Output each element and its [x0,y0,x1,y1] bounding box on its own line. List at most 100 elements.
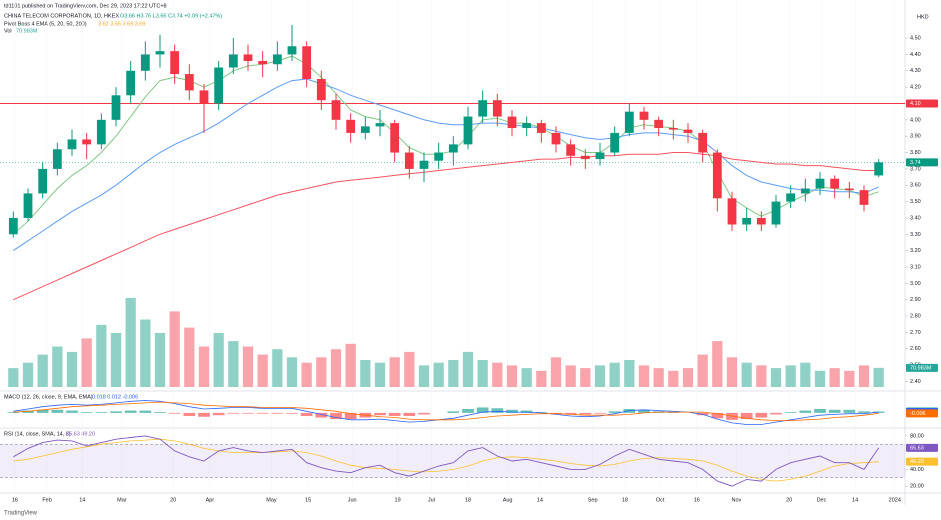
macd-histogram-bar [638,409,650,413]
macd-histogram-bar [344,412,357,420]
macd-histogram-bar [770,412,782,415]
volume-bar [316,357,327,387]
candle-body [800,188,810,194]
candle-body [302,46,312,79]
volume-tag [906,363,938,372]
candle-body [566,144,576,156]
candle-body [214,67,224,104]
volume-bar [814,370,826,387]
volume-bar [228,341,239,387]
volume-bar [726,357,738,387]
candle-body [830,178,840,189]
volume-bar [492,362,503,387]
macd-histogram-bar [22,410,34,413]
volume-bar [37,354,48,387]
volume-bar [624,360,635,387]
candle-body [258,60,268,65]
y-tick-label: 3.00 [910,281,921,287]
candle-body [8,217,18,235]
macd-histogram-bar [740,412,753,420]
volume-bar [213,333,224,387]
rsi-tag-label: 49.20 [910,459,924,465]
candle-body [228,54,238,68]
macd-histogram-bar [462,409,474,413]
y-tick-label: 3.10 [910,264,921,270]
y-tick-label: 3.80 [910,150,921,156]
volume-bar [330,349,342,387]
x-tick-label: 20 [786,497,792,503]
macd-histogram-bar [198,412,210,417]
volume-value: 70.983M [16,28,38,34]
macd-tag-label: -0.006 [910,411,926,417]
volume-bar [580,368,591,387]
x-tick-label: Sep [588,497,598,503]
macd-histogram-bar [168,412,181,414]
macd-histogram-bar [242,412,254,414]
x-tick-label: 16 [12,497,18,503]
candle-body [82,139,92,145]
y-tick-label: 3.40 [910,215,921,221]
volume-bar [374,362,386,387]
volume-bar [609,362,620,387]
volume-tag-label: 70.983M [910,365,932,371]
candle-body [492,100,502,117]
macd-histogram-bar [594,412,606,414]
volume-bar [462,351,474,387]
volume-bar [653,368,664,387]
macd-values: 0.018 0.012 -0.006 [92,394,138,400]
volume-bar [345,343,356,387]
candle-body [844,188,854,191]
x-tick-label: 20 [170,497,176,503]
macd-histogram-bar [154,412,166,413]
y-tick-label: 3.30 [910,232,921,238]
candle-body [287,46,297,55]
candle-body [170,51,180,75]
candle-body [111,95,121,120]
volume-bar [360,360,371,387]
y-tick-label: 3.90 [910,134,921,140]
candle-body [683,129,693,133]
macd-histogram-bar [227,412,240,414]
y-tick-label: 2.90 [910,297,921,303]
x-tick-label: 18 [465,497,471,503]
candle-body [96,119,106,145]
candle-body [67,139,77,150]
volume-bar [257,354,268,387]
rsi-tick-label: 40.00 [910,467,924,473]
volume-bar [52,346,63,387]
volume-bar [873,367,884,387]
macd-histogram-bar [535,412,548,413]
rsi-line [13,435,880,487]
candle-body [610,132,620,153]
x-tick-label: 16 [694,497,700,503]
volume-bar [858,365,870,387]
macd-histogram-bar [418,412,430,415]
y-tick-label: 2.70 [910,330,921,336]
y-tick-label: 4.50 [910,36,921,42]
x-tick-label: Dec [817,497,827,503]
macd-histogram-bar [110,411,122,413]
x-tick-label: Aug [503,497,513,503]
candle-body [199,90,209,104]
macd-histogram-bar [66,410,78,413]
candle-body [771,201,781,225]
candle-body [624,111,634,133]
macd-histogram-bar [447,411,460,413]
x-tick-label: 14 [79,497,85,503]
macd-histogram-bar [828,409,841,413]
macd-histogram-bar [124,410,137,413]
y-tick-label: 3.60 [910,183,921,189]
candle-body [727,198,737,225]
level-tag [906,99,938,108]
candle-body [434,152,444,161]
candle-body [712,152,722,199]
candle-body [23,193,33,218]
signal-line [13,401,879,421]
candle-body [463,116,473,145]
volume-bar [22,362,34,387]
volume-bar [272,349,283,387]
macd-histogram-bar [755,412,768,418]
candle-body [595,152,605,160]
macd-label: MACD (12, 26, close, 9, EMA, EMA) [4,394,93,400]
